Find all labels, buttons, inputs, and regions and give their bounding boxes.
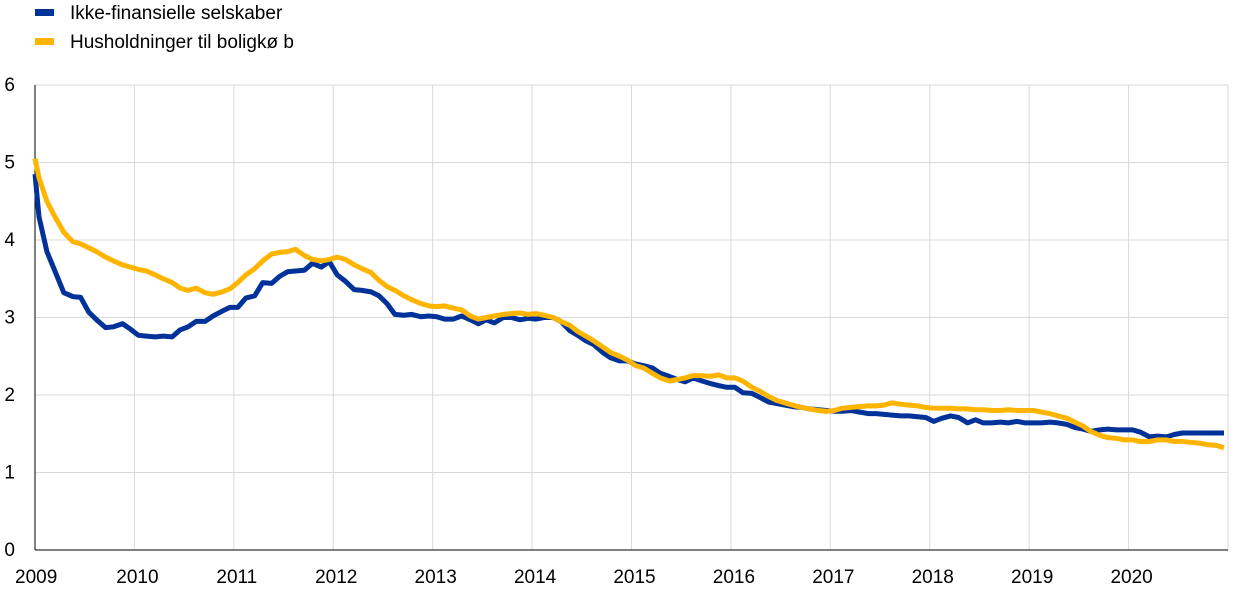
legend-item-series-2: Husholdninger til boligkø b — [35, 32, 294, 53]
grid-lines — [35, 84, 1229, 550]
x-tick-label-2009: 2009 — [15, 567, 57, 588]
x-axis-tick-labels: 2009 2010 2011 2012 2013 2014 2015 2016 2017 2018… — [15, 567, 1153, 588]
x-tick-label-2019: 2019 — [1011, 567, 1053, 588]
series-line-2 — [32, 158, 1225, 451]
legend-label-husholdninger-til-boligkob: Husholdninger til boligkø b — [70, 32, 294, 53]
y-axis-tick-labels: 0 1 2 3 4 5 6 — [4, 75, 15, 561]
x-tick-label-2011: 2011 — [216, 567, 257, 588]
x-tick-label-2010: 2010 — [116, 567, 158, 588]
series-line-1 — [32, 173, 1224, 440]
chart-legend: Ikke-finansielle selskaber Husholdninger… — [35, 3, 294, 53]
y-tick-label-2: 2 — [4, 385, 15, 406]
y-tick-label-4: 4 — [4, 230, 15, 251]
y-tick-label-0: 0 — [4, 540, 15, 561]
y-tick-label-3: 3 — [4, 308, 15, 329]
x-tick-label-2017: 2017 — [812, 567, 854, 588]
series-lines — [32, 158, 1225, 451]
y-tick-label-6: 6 — [4, 75, 15, 96]
y-tick-label-1: 1 — [4, 463, 15, 484]
x-tick-label-2018: 2018 — [912, 567, 954, 588]
legend-swatch-ikke-finansielle-selskaber — [35, 9, 54, 16]
legend-swatch-husholdninger-til-boligkob — [35, 38, 54, 45]
x-tick-label-2016: 2016 — [713, 567, 755, 588]
y-tick-label-5: 5 — [4, 153, 15, 174]
x-tick-label-2015: 2015 — [613, 567, 655, 588]
legend-item-series-1: Ikke-finansielle selskaber — [35, 3, 283, 24]
x-tick-label-2013: 2013 — [415, 567, 457, 588]
x-tick-label-2012: 2012 — [315, 567, 357, 588]
x-tick-label-2020: 2020 — [1110, 567, 1152, 588]
x-tick-label-2014: 2014 — [514, 567, 557, 588]
legend-label-ikke-finansielle-selskaber: Ikke-finansielle selskaber — [70, 3, 283, 24]
